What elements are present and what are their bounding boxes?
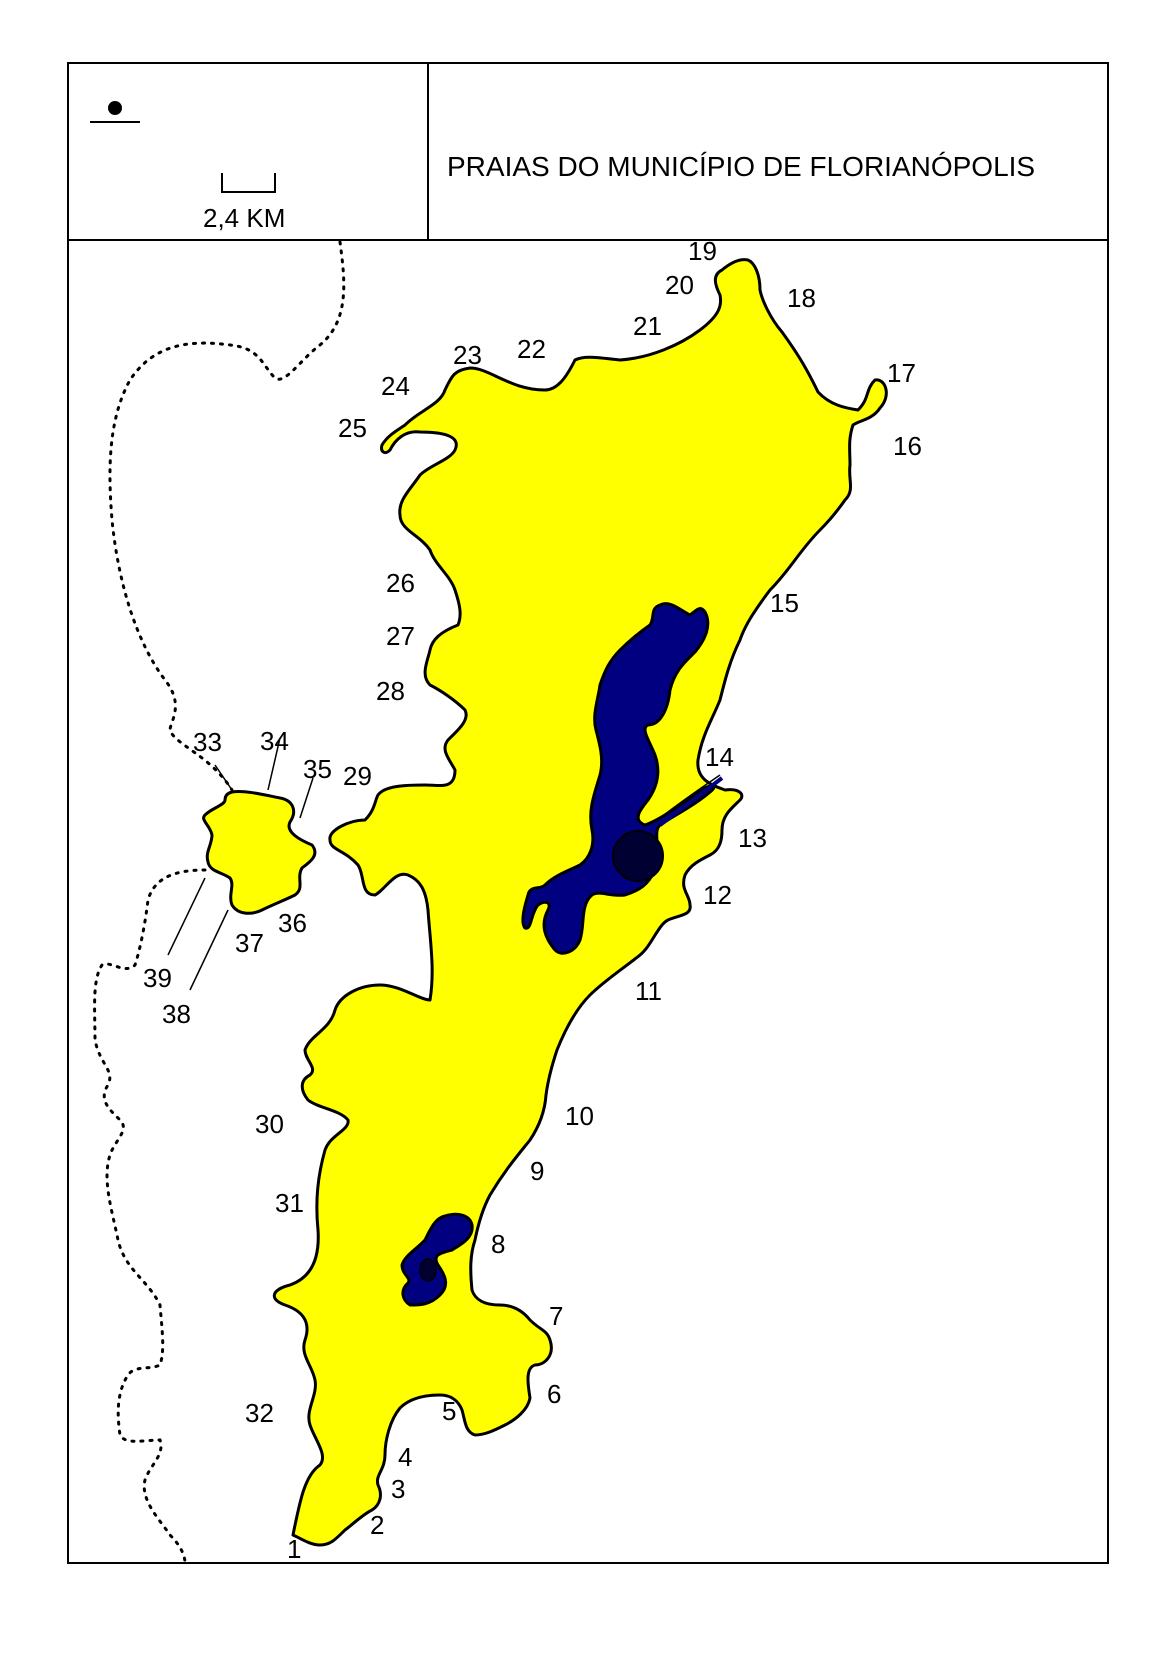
lagoon-center-basin: [612, 830, 664, 882]
beach-label-39: 39: [143, 963, 172, 993]
beach-label-1: 1: [287, 1534, 301, 1564]
map-title: PRAIAS DO MUNICÍPIO DE FLORIANÓPOLIS: [447, 151, 1035, 182]
beach-label-32: 32: [245, 1398, 274, 1428]
beach-label-3: 3: [391, 1474, 405, 1504]
beach-label-24: 24: [381, 371, 410, 401]
beach-label-16: 16: [893, 431, 922, 461]
beach-label-12: 12: [703, 880, 732, 910]
beach-label-7: 7: [549, 1301, 563, 1331]
lagoon-south: [400, 1212, 474, 1307]
lagoon-channel: [658, 776, 724, 827]
beach-label-21: 21: [633, 311, 662, 341]
beach-label-14: 14: [705, 742, 734, 772]
beach-label-4: 4: [398, 1442, 412, 1472]
mainland-coast: [93, 240, 346, 1565]
beach-label-15: 15: [770, 588, 799, 618]
beach-label-38: 38: [162, 999, 191, 1029]
beach-label-13: 13: [738, 823, 767, 853]
beach-label-36: 36: [278, 908, 307, 938]
beach-label-31: 31: [275, 1188, 304, 1218]
beach-label-28: 28: [376, 676, 405, 706]
beach-labels: 1 2 3 4 5 6 7 8 9 10 11 12 13 14 15 16 1…: [143, 236, 922, 1564]
lagoon-north: [521, 602, 716, 955]
beach-label-27: 27: [386, 621, 415, 651]
north-point-icon: [90, 101, 140, 123]
beach-label-11: 11: [635, 976, 662, 1006]
beach-label-33: 33: [193, 727, 222, 757]
beach-label-26: 26: [386, 568, 415, 598]
scale-label: 2,4 KM: [203, 203, 285, 233]
island-small: [202, 790, 317, 915]
beach-label-9: 9: [530, 1156, 544, 1186]
beach-label-35: 35: [303, 754, 332, 784]
beach-label-10: 10: [565, 1101, 594, 1131]
beach-label-5: 5: [442, 1396, 456, 1426]
beach-label-18: 18: [787, 283, 816, 313]
beach-label-22: 22: [517, 334, 546, 364]
beach-label-8: 8: [491, 1229, 505, 1259]
leader-lines: [167, 737, 314, 991]
beach-label-29: 29: [343, 761, 372, 791]
beach-label-17: 17: [887, 358, 916, 388]
scale-bar-icon: [221, 173, 276, 193]
beach-label-37: 37: [235, 928, 264, 958]
beach-label-25: 25: [338, 413, 367, 443]
lagoon-channel-outline: [654, 774, 721, 823]
beach-label-6: 6: [547, 1379, 561, 1409]
beach-label-20: 20: [665, 270, 694, 300]
beach-label-34: 34: [260, 726, 289, 756]
beach-label-23: 23: [453, 340, 482, 370]
beach-label-19: 19: [688, 236, 717, 266]
lagoon-south-center: [419, 1258, 437, 1282]
beach-label-30: 30: [255, 1109, 284, 1139]
beach-label-2: 2: [370, 1510, 384, 1540]
